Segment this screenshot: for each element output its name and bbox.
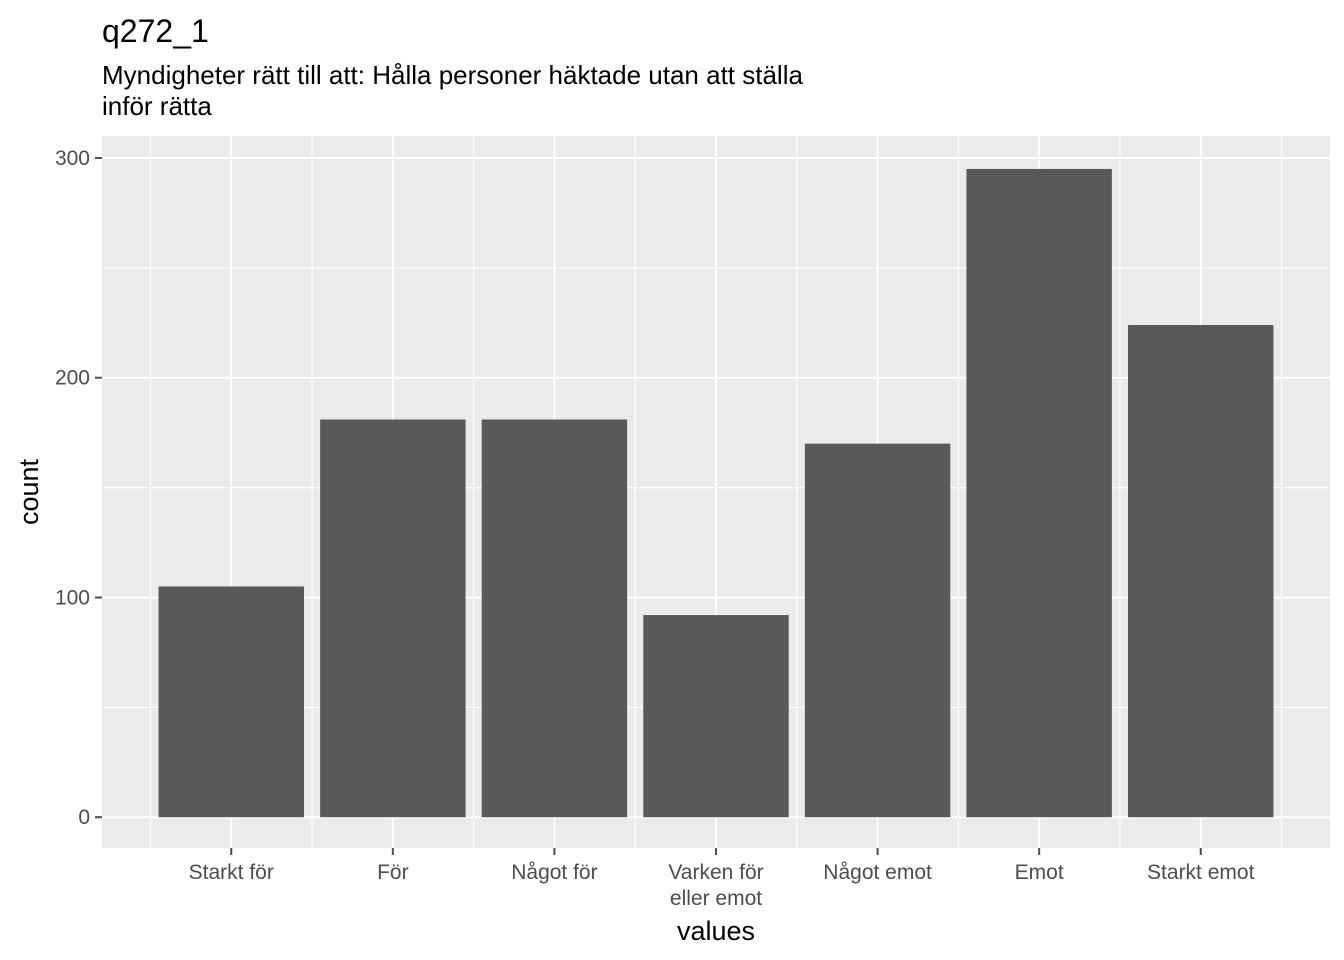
x-tick-label: För (377, 861, 409, 884)
x-tick-label: Starkt emot (1147, 861, 1255, 884)
y-tick-label: 100 (55, 586, 90, 609)
chart-subtitle-line-2: inför rätta (102, 91, 212, 121)
x-axis: Starkt för För Något för Varken för eller em… (189, 848, 1255, 910)
bar (1128, 324, 1274, 818)
bars (158, 168, 1274, 818)
y-tick-label: 0 (78, 806, 90, 829)
x-tick-label: Något emot (823, 861, 932, 884)
x-tick-label: Starkt för (189, 861, 274, 884)
x-axis-title: values (677, 916, 755, 946)
y-axis-title: count (14, 458, 44, 525)
y-tick-label: 200 (55, 367, 90, 390)
chart-title: q272_1 (102, 13, 209, 49)
bar (966, 168, 1112, 818)
bar (481, 419, 628, 818)
y-tick-label: 300 (55, 147, 90, 170)
x-tick-label: Emot (1015, 861, 1064, 884)
bar (804, 443, 951, 818)
bar (158, 586, 304, 818)
bar (643, 615, 789, 818)
y-axis: 0 100 200 300 (55, 147, 102, 829)
chart-subtitle-line-1: Myndigheter rätt till att: Hålla persone… (102, 60, 803, 90)
x-tick-label: Något för (511, 861, 597, 884)
bar (320, 419, 466, 818)
x-tick-label: Varken för eller emot (668, 861, 763, 910)
